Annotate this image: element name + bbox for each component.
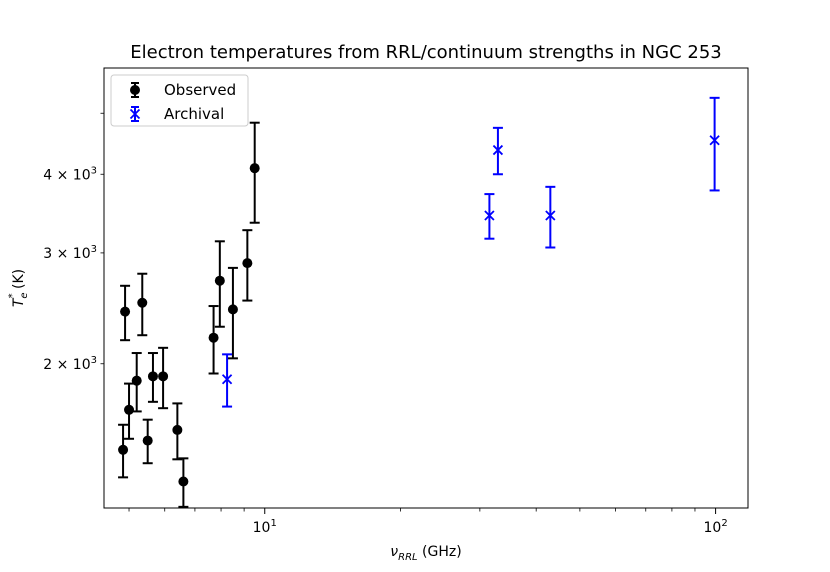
series-observed: [118, 121, 260, 508]
y-tick-mantissa: 2 × 10: [43, 357, 90, 373]
legend: Observed Archival: [110, 74, 249, 127]
data-point: [137, 297, 148, 308]
data-point: [131, 375, 142, 386]
data-point: [545, 210, 556, 221]
legend-marker: [129, 108, 141, 120]
y-tick-label: 3 × 103: [43, 244, 97, 262]
data-point: [178, 476, 189, 487]
x-axis-label: νRRL (GHz): [390, 544, 461, 563]
data-point: [221, 374, 233, 385]
x-label-subscript: RRL: [398, 552, 417, 563]
plot-frame: [103, 67, 749, 509]
data-point: [118, 444, 129, 455]
data-point: [147, 371, 158, 382]
chart-title: Electron temperatures from RRL/continuum…: [130, 42, 721, 63]
data-point: [124, 404, 135, 415]
y-tick-mantissa: 4 × 10: [43, 167, 90, 183]
data-point: [249, 163, 260, 174]
y-label-subscript: e: [19, 292, 30, 298]
legend-box: [110, 74, 249, 127]
data-point: [142, 435, 153, 446]
y-tick-label: 2 × 103: [43, 355, 97, 373]
y-label-symbol: T: [11, 297, 27, 307]
data-point: [709, 135, 720, 146]
data-point: [484, 210, 495, 221]
x-tick-exponent: 2: [721, 518, 727, 529]
data-point: [214, 275, 225, 286]
data-point: [120, 306, 131, 317]
series-layer: [118, 96, 720, 508]
data-point: [158, 371, 169, 382]
data-point: [242, 258, 253, 269]
data-point: [208, 332, 219, 343]
legend-label: Archival: [164, 105, 224, 123]
x-tick-base: 10: [703, 520, 721, 536]
x-tick-label: 102: [703, 518, 727, 536]
data-point: [172, 424, 183, 435]
legend-marker: [130, 85, 140, 95]
y-label-superscript: *: [7, 293, 18, 298]
x-tick-exponent: 1: [270, 518, 276, 529]
x-tick-base: 10: [253, 520, 271, 536]
x-label-unit: (GHz): [418, 544, 462, 560]
data-point: [227, 304, 238, 315]
y-tick-exponent: 3: [91, 355, 97, 366]
y-axis-label: Te* (K): [7, 269, 30, 307]
series-archival: [221, 96, 720, 408]
x-tick-label: 101: [253, 518, 277, 536]
y-tick-label: 4 × 103: [43, 165, 97, 183]
y-tick-exponent: 3: [91, 165, 97, 176]
y-tick-exponent: 3: [91, 244, 97, 255]
y-tick-mantissa: 3 × 10: [43, 246, 90, 262]
data-point: [492, 144, 504, 156]
y-label-unit: (K): [11, 269, 27, 294]
legend-label: Observed: [164, 81, 236, 99]
x-label-symbol: ν: [390, 544, 398, 560]
